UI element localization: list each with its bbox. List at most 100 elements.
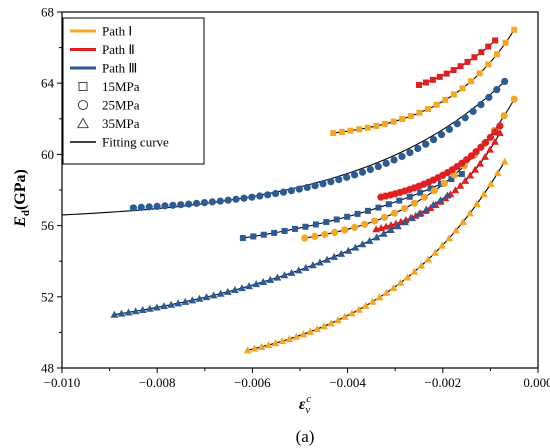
data-point: [295, 185, 303, 193]
data-point: [334, 316, 342, 324]
data-point: [450, 91, 457, 98]
data-point: [386, 226, 395, 234]
legend: Path Ⅰ Path Ⅱ Path Ⅲ 15MPa 25MPa 35MPa Fitting…: [62, 17, 205, 165]
legend-label-pressure: 25MPa: [102, 98, 140, 113]
data-point: [422, 79, 429, 86]
data-point: [161, 202, 169, 210]
legend-label-path: Path Ⅰ: [102, 24, 132, 39]
legend-label-path: Path Ⅱ: [102, 42, 135, 57]
data-point: [442, 96, 449, 103]
legend-marker-circle: [77, 99, 89, 111]
data-point: [485, 61, 492, 68]
data-point: [117, 309, 126, 317]
data-point: [271, 189, 280, 198]
data-point: [354, 210, 361, 217]
data-point: [361, 301, 370, 309]
data-point: [138, 306, 147, 314]
data-point: [486, 145, 494, 153]
data-point: [266, 275, 275, 283]
data-point: [280, 271, 289, 279]
data-point: [401, 218, 409, 226]
data-point: [438, 241, 447, 249]
data-point: [468, 78, 475, 85]
data-point: [399, 116, 406, 123]
data-point: [417, 189, 424, 196]
y-tick-label: 68: [41, 5, 54, 20]
data-point: [145, 203, 153, 211]
data-point: [406, 193, 413, 200]
data-point: [416, 81, 422, 88]
data-point: [287, 268, 296, 276]
data-point: [373, 122, 380, 129]
series-path-Ⅲ-15MPa: [239, 170, 465, 242]
data-point: [429, 76, 436, 83]
data-point: [358, 168, 367, 176]
data-point: [461, 114, 469, 122]
legend-label-fit: Fitting curve: [102, 135, 169, 150]
data-point: [181, 297, 190, 305]
data-point: [382, 120, 388, 127]
data-point: [152, 303, 161, 311]
data-point: [281, 227, 288, 234]
legend-marker-square: [78, 82, 88, 91]
data-point: [382, 159, 390, 167]
data-point: [337, 249, 346, 257]
data-point: [422, 140, 430, 148]
data-point: [479, 190, 488, 198]
x-tick-label: −0.010: [44, 375, 81, 390]
data-point: [248, 193, 256, 201]
data-point: [271, 339, 280, 347]
data-point: [433, 101, 440, 108]
data-point: [299, 330, 308, 338]
data-point: [453, 120, 461, 128]
series-path-Ⅱ-15MPa: [416, 37, 499, 88]
data-point: [153, 202, 161, 211]
data-point: [185, 200, 193, 208]
data-point: [311, 232, 319, 240]
x-tick-label: −0.002: [425, 375, 462, 390]
legend-label-pressure: 35MPa: [102, 116, 140, 131]
data-point: [243, 346, 252, 354]
data-point: [308, 261, 317, 269]
data-point: [327, 319, 335, 327]
data-point: [351, 223, 359, 231]
data-point: [160, 302, 168, 310]
data-point: [491, 137, 499, 145]
legend-marker-triangle: [77, 117, 89, 129]
data-point: [361, 220, 369, 229]
data-point: [316, 258, 324, 266]
data-point: [400, 204, 409, 213]
data-point: [471, 165, 480, 173]
data-point: [431, 248, 440, 256]
data-point: [379, 229, 388, 237]
y-tick-label: 48: [41, 361, 54, 376]
data-point: [245, 282, 253, 290]
data-point: [224, 196, 232, 204]
data-point: [311, 182, 319, 190]
data-point: [424, 255, 433, 263]
data-point: [285, 334, 294, 343]
data-point: [472, 200, 481, 208]
data-point: [306, 327, 315, 335]
data-point: [443, 191, 452, 199]
data-point: [333, 216, 340, 223]
data-point: [436, 73, 443, 80]
data-point: [294, 266, 303, 274]
data-point: [238, 284, 246, 292]
data-point: [408, 214, 417, 222]
data-point: [356, 126, 363, 133]
data-point: [209, 291, 218, 299]
data-point: [208, 198, 216, 206]
data-point: [110, 310, 119, 318]
data-point: [273, 273, 282, 281]
data-point: [177, 201, 185, 209]
data-point: [364, 124, 371, 131]
data-point: [358, 240, 367, 248]
data-point: [380, 213, 389, 221]
data-point: [464, 58, 471, 65]
data-point: [459, 218, 467, 226]
data-point: [472, 148, 480, 156]
data-point: [372, 233, 381, 241]
data-point: [427, 185, 434, 192]
data-point: [351, 243, 360, 251]
